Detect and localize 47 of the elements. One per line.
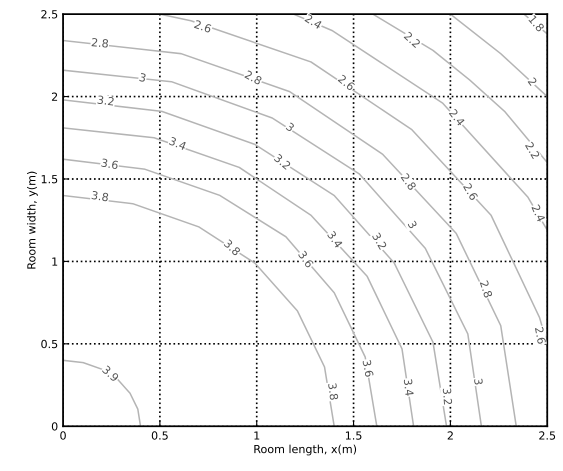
annotation: 1.8 bbox=[528, 14, 545, 32]
annotation: 2.8 bbox=[244, 70, 262, 86]
annotation: 3.6 bbox=[362, 360, 374, 378]
x-tick-label: 2.5 bbox=[539, 431, 556, 440]
annotation: 3.8 bbox=[91, 190, 109, 202]
x-axis-title: Room length, x(m) bbox=[254, 444, 356, 456]
y-tick-label: 2 bbox=[52, 92, 58, 101]
annotation: 2.2 bbox=[404, 31, 421, 48]
annotation: 3.4 bbox=[168, 136, 187, 150]
annotation: 3.8 bbox=[224, 238, 241, 256]
annotation: 2 bbox=[528, 76, 538, 86]
annotation: 3.2 bbox=[372, 232, 388, 250]
annotation: 3.6 bbox=[298, 250, 314, 268]
y-tick-label: 0 bbox=[52, 422, 58, 431]
annotation: 2.8 bbox=[400, 172, 417, 191]
annotation: 3 bbox=[286, 122, 295, 132]
annotation: 2.4 bbox=[304, 14, 323, 30]
annotation: 3.6 bbox=[101, 158, 118, 170]
annotation: 2.8 bbox=[480, 280, 493, 298]
annotation: 3.4 bbox=[327, 230, 344, 249]
annotation: 3.8 bbox=[328, 383, 338, 400]
annotation: 3.4 bbox=[404, 379, 414, 396]
x-tick-label: 1 bbox=[254, 431, 260, 440]
annotation: 3 bbox=[408, 220, 418, 230]
x-tick-label: 0.5 bbox=[152, 431, 168, 440]
annotation: 2.4 bbox=[531, 204, 546, 222]
y-tick-label: 1 bbox=[52, 258, 58, 266]
annotation: 2.2 bbox=[525, 141, 540, 160]
y-tick-label: 0.5 bbox=[41, 340, 58, 348]
y-axis-title: Room width, y(m) bbox=[26, 172, 38, 269]
x-tick-label: 2 bbox=[448, 431, 453, 440]
annotation: 3.2 bbox=[442, 388, 452, 405]
annotation: 2.6 bbox=[462, 182, 478, 201]
annotation: 2.6 bbox=[194, 20, 212, 34]
annotation: 2.4 bbox=[448, 108, 466, 126]
annotation: 2.6 bbox=[338, 74, 356, 92]
x-tick-label: 0 bbox=[60, 431, 66, 440]
y-tick-label: 2.5 bbox=[41, 10, 58, 19]
annotation: 3.2 bbox=[97, 95, 114, 106]
annotation: 3.9 bbox=[102, 365, 120, 382]
y-tick-label: 1.5 bbox=[42, 175, 58, 184]
annotation: 3 bbox=[139, 72, 146, 82]
annotation: 3 bbox=[474, 378, 483, 385]
annotation: 2.8 bbox=[92, 38, 108, 48]
annotation: 3.2 bbox=[274, 153, 292, 170]
x-tick-label: 1.5 bbox=[346, 431, 362, 440]
annotation: 2.6 bbox=[534, 326, 546, 344]
